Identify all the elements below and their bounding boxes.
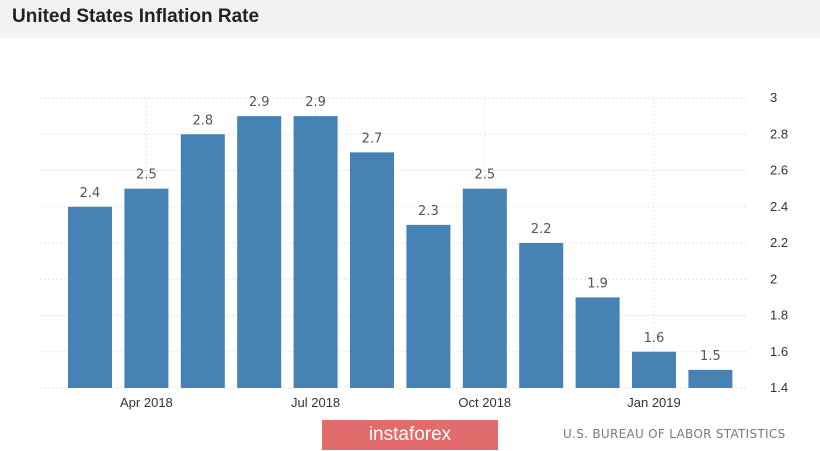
instaforex-logo: instaforex: [322, 420, 498, 450]
bar-jan-2019: [632, 351, 676, 388]
bar-jul-2018: [293, 116, 338, 388]
bar-feb-2019: [688, 369, 733, 388]
bar-value-label: 1.9: [587, 276, 608, 291]
x-tick-label: Jul 2018: [291, 395, 340, 410]
bar-jun-2018: [237, 116, 282, 388]
bar-value-label: 2.5: [474, 168, 495, 183]
y-tick-label: 1.8: [770, 308, 788, 323]
bar-may-2018: [180, 134, 225, 388]
y-tick-label: 2.6: [770, 163, 788, 178]
bar-value-label: 2.9: [305, 95, 326, 110]
bar-oct-2018: [462, 188, 507, 388]
bar-value-label: 2.9: [249, 95, 270, 110]
y-tick-label: 2: [770, 271, 777, 286]
bar-apr-2018: [124, 188, 169, 388]
y-tick-label: 1.6: [770, 344, 788, 359]
x-tick-label: Oct 2018: [458, 395, 511, 410]
bar-value-label: 2.7: [362, 131, 383, 146]
x-tick-label: Jan 2019: [627, 395, 681, 410]
bar-nov-2018: [519, 243, 564, 388]
y-tick-label: 3: [770, 90, 777, 105]
bar-value-label: 2.4: [80, 186, 101, 201]
x-tick-label: Apr 2018: [120, 395, 173, 410]
chart-title: United States Inflation Rate: [12, 6, 260, 27]
bar-value-label: 2.2: [531, 222, 552, 237]
bar-value-label: 1.6: [644, 331, 665, 346]
data-source-label: U.S. BUREAU OF LABOR STATISTICS: [563, 427, 786, 441]
bar-value-label: 2.3: [418, 204, 439, 219]
chart-header: United States Inflation Rate: [0, 0, 820, 38]
bar-aug-2018: [350, 152, 394, 388]
y-tick-label: 2.4: [770, 199, 788, 214]
bar-dec-2018: [575, 297, 620, 388]
bar-value-label: 1.5: [700, 349, 721, 364]
y-tick-label: 2.2: [770, 235, 788, 250]
y-tick-label: 1.4: [770, 380, 788, 395]
y-tick-label: 2.8: [770, 126, 788, 141]
bar-mar-2018: [68, 206, 112, 388]
bar-value-label: 2.8: [192, 113, 213, 128]
bar-sep-2018: [406, 224, 451, 388]
bar-value-label: 2.5: [136, 168, 157, 183]
